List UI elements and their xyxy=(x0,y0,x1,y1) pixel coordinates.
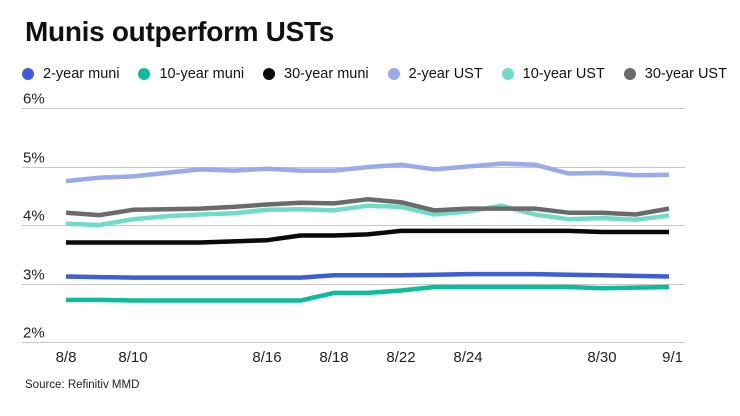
x-tick-label: 8/8 xyxy=(56,349,77,366)
series-line-2-year-ust xyxy=(65,161,670,184)
x-tick-label: 8/10 xyxy=(118,349,147,366)
legend-label: 30-year UST xyxy=(644,66,727,82)
legend-item-30-year-ust: 30-year UST xyxy=(623,64,727,84)
x-tick-label: 9/1 xyxy=(662,349,683,366)
y-tick-label: 6% xyxy=(23,91,45,108)
series-line-30-year-ust xyxy=(65,197,670,218)
grid-lines xyxy=(22,108,685,343)
x-tick-label: 8/30 xyxy=(587,349,616,366)
legend-item-30-year-muni: 30-year muni xyxy=(263,64,369,84)
legend-dot-icon xyxy=(501,68,514,80)
x-tick-label: 8/24 xyxy=(453,349,482,366)
y-tick-label: 2% xyxy=(23,325,45,342)
legend-dot-icon xyxy=(138,68,151,80)
x-tick-label: 8/22 xyxy=(386,349,415,366)
source-note: Source: Refinitiv MMD xyxy=(25,379,140,391)
legend-label: 10-year UST xyxy=(522,66,605,82)
legend-item-2-year-ust: 2-year UST xyxy=(387,64,483,84)
y-tick-label: 5% xyxy=(23,150,45,167)
legend-item-10-year-muni: 10-year muni xyxy=(138,64,244,84)
chart-legend: 2-year muni 10-year muni 30-year muni 2-… xyxy=(22,63,727,85)
series-line-10-year-muni xyxy=(66,284,670,303)
x-tick-label: 8/18 xyxy=(319,349,348,366)
x-axis-tick-labels: 8/8 8/10 8/16 8/18 8/22 8/24 8/30 9/1 xyxy=(56,349,683,366)
legend-item-10-year-ust: 10-year UST xyxy=(501,64,605,84)
legend-dot-icon xyxy=(623,68,636,80)
legend-label: 2-year muni xyxy=(43,66,120,82)
legend-label: 30-year muni xyxy=(284,66,369,82)
legend-item-2-year-muni: 2-year muni xyxy=(22,64,120,84)
legend-label: 2-year UST xyxy=(408,66,483,82)
series-line-10-year-ust xyxy=(65,203,670,228)
series-line-2-year-muni xyxy=(65,271,670,280)
x-tick-label: 8/16 xyxy=(252,349,281,366)
chart-title: Munis outperform USTs xyxy=(25,16,334,47)
legend-dot-icon xyxy=(22,68,34,80)
legend-dot-icon xyxy=(387,68,400,80)
series-lines xyxy=(65,161,670,303)
y-axis-tick-labels: 2% 3% 4% 5% 6% xyxy=(23,91,45,342)
legend-label: 10-year muni xyxy=(159,66,245,82)
legend-dot-icon xyxy=(263,68,276,80)
series-line-30-year-muni xyxy=(66,228,669,245)
y-tick-label: 3% xyxy=(23,267,45,284)
y-tick-label: 4% xyxy=(23,208,45,225)
